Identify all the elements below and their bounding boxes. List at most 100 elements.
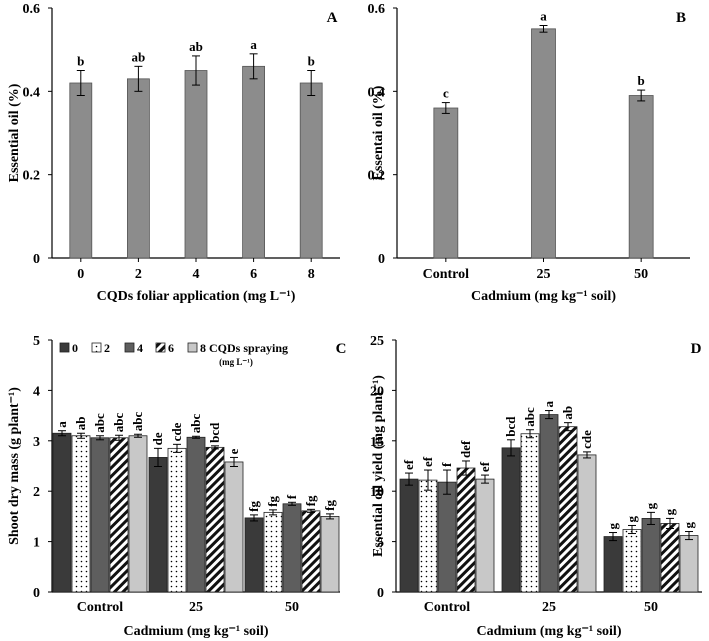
x-tick-label: 25 xyxy=(537,267,551,282)
bar xyxy=(167,447,187,593)
significance-letter: c xyxy=(443,86,449,101)
y-axis-label: Essential oil (%) xyxy=(7,83,22,182)
significance-letter: fg xyxy=(322,500,337,511)
y-tick-label: 15 xyxy=(370,435,384,450)
significance-letter: abc xyxy=(111,413,126,433)
y-tick-label: 0.4 xyxy=(23,85,41,100)
significance-letter: g xyxy=(643,502,658,509)
y-tick-label: 25 xyxy=(370,334,384,349)
significance-letter: a xyxy=(54,421,69,428)
legend-label: 2 xyxy=(104,341,110,355)
y-tick-label: 0 xyxy=(33,252,40,267)
legend-swatch xyxy=(59,342,70,353)
significance-letter: g xyxy=(605,523,620,530)
significance-letter: ef xyxy=(477,461,492,472)
significance-letter: a xyxy=(250,37,257,52)
significance-letter: abc xyxy=(130,412,145,432)
bar xyxy=(520,433,540,593)
bar xyxy=(52,432,72,593)
legend: 0 2 4 6 8 CQDs spraying (mg L⁻¹) xyxy=(59,341,288,367)
significance-letter: cde xyxy=(579,430,594,449)
y-tick-label: 1 xyxy=(33,536,40,551)
significance-letter: abc xyxy=(522,407,537,427)
significance-letter: abc xyxy=(92,413,107,433)
y-tick-label: 4 xyxy=(33,384,40,399)
bar xyxy=(539,414,559,593)
legend-swatch xyxy=(124,342,135,353)
y-axis-label: Shoot dry mass (g plant⁻¹) xyxy=(7,387,22,545)
y-tick-label: 20 xyxy=(370,384,384,399)
bar xyxy=(437,481,457,593)
chart-panels: 0 0.2 0.4 0.6 A CQDs foliar application (mg L… xyxy=(7,2,702,639)
panel-label: D xyxy=(691,341,702,357)
y-tick-label: 5 xyxy=(33,334,40,349)
significance-letter: bcd xyxy=(503,416,518,437)
bar xyxy=(433,107,459,259)
significance-letter: b xyxy=(308,54,315,69)
bar xyxy=(282,503,302,593)
x-tick-label: 50 xyxy=(644,600,658,615)
y-tick-label: 0.4 xyxy=(368,85,386,100)
x-axis-label: Cadmium (mg kg⁻¹ soil) xyxy=(124,624,269,639)
significance-letter: de xyxy=(150,432,165,445)
bar xyxy=(299,82,323,259)
significance-letter: fg xyxy=(265,496,280,507)
x-tick-label: 25 xyxy=(542,600,556,615)
bar xyxy=(186,436,206,593)
bar xyxy=(109,437,129,593)
legend-label: 6 xyxy=(168,341,174,355)
y-tick-label: 0.6 xyxy=(368,2,386,17)
y-tick-label: 0 xyxy=(378,252,385,267)
panel-label: B xyxy=(676,10,686,26)
significance-letter: b xyxy=(638,73,645,88)
significance-letter: f xyxy=(284,494,299,499)
bar xyxy=(660,523,680,593)
significance-letter: fg xyxy=(303,495,318,506)
bar xyxy=(577,454,597,593)
x-axis-label: CQDs foliar application (mg L⁻¹) xyxy=(97,289,296,304)
significance-letter: g xyxy=(662,508,677,515)
panel-b: 0 0.2 0.4 0.6 B Cadmium (mg kg⁻¹ soil) Essenta… xyxy=(368,2,690,304)
bar xyxy=(679,535,699,593)
y-tick-label: 10 xyxy=(370,485,384,500)
bar xyxy=(69,82,93,259)
significance-letter: a xyxy=(540,9,547,24)
bar xyxy=(148,457,168,593)
x-tick-label: 0 xyxy=(77,267,84,282)
significance-letter: cde xyxy=(169,422,184,441)
x-tick-label: Control xyxy=(77,600,124,615)
x-tick-label: 50 xyxy=(634,267,648,282)
bar xyxy=(603,536,623,593)
x-tick-label: 8 xyxy=(308,267,315,282)
significance-letter: fg xyxy=(246,501,261,512)
bar xyxy=(242,65,266,259)
bar xyxy=(628,95,654,259)
significance-letter: e xyxy=(226,448,241,454)
panel-d: 0 5 10 15 20 25 D Cadmium (mg kg⁻¹ soil) Essenti… xyxy=(370,334,702,639)
bar xyxy=(418,479,438,593)
significance-letter: bcd xyxy=(207,422,222,443)
bar xyxy=(320,516,340,593)
significance-letter: ab xyxy=(189,39,203,54)
panel-a: 0 0.2 0.4 0.6 A CQDs foliar application (mg L… xyxy=(7,2,340,304)
y-tick-label: 5 xyxy=(377,536,384,551)
x-axis-label: Cadmium (mg kg⁻¹ soil) xyxy=(477,624,622,639)
legend-swatch xyxy=(155,342,166,353)
panel-label: C xyxy=(336,341,347,357)
x-tick-label: 50 xyxy=(285,600,299,615)
bar xyxy=(184,70,208,259)
bar xyxy=(205,446,225,593)
legend-units: (mg L⁻¹) xyxy=(219,357,253,367)
significance-letter: ab xyxy=(560,406,575,420)
legend-label: 0 xyxy=(72,341,78,355)
significance-letter: ab xyxy=(73,417,88,431)
significance-letter: ef xyxy=(420,456,435,467)
bar xyxy=(475,478,495,593)
legend-swatch xyxy=(91,342,102,353)
bar xyxy=(127,78,150,259)
bar xyxy=(128,435,148,593)
y-tick-label: 0.2 xyxy=(368,169,386,184)
panel-label: A xyxy=(327,10,338,26)
significance-letter: g xyxy=(681,522,696,529)
